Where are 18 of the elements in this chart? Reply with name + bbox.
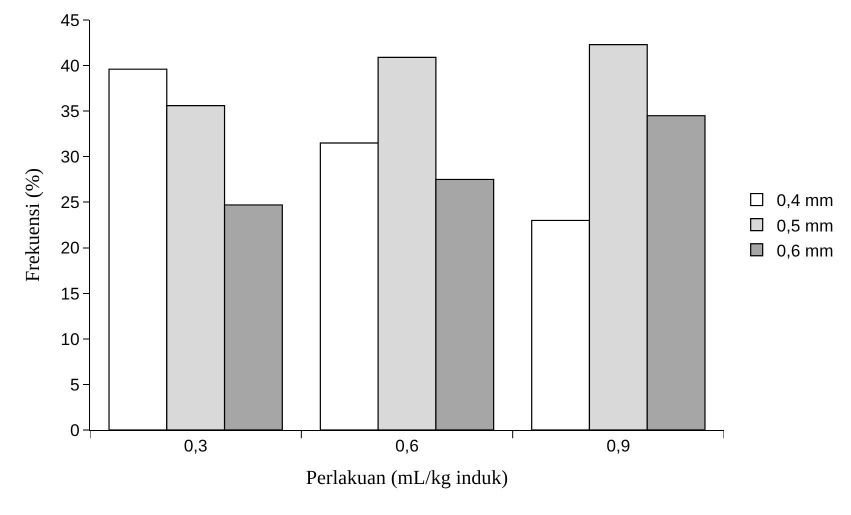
- y-tick-label: 0: [70, 420, 80, 440]
- y-axis-title: Frekuensi (%): [22, 168, 44, 282]
- y-tick-label: 20: [60, 238, 80, 258]
- y-tick-label: 40: [60, 56, 80, 76]
- x-tick-label: 0,3: [184, 436, 208, 456]
- y-tick-label: 10: [60, 330, 80, 349]
- legend-label: 0,5 mm: [776, 216, 834, 236]
- x-tick-label: 0,9: [606, 436, 630, 456]
- x-tick-label: 0,6: [395, 436, 419, 456]
- y-tick-label: 35: [60, 102, 80, 122]
- legend-label: 0,6 mm: [776, 241, 834, 260]
- legend-label: 0,4 mm: [776, 191, 834, 210]
- y-tick-label: 5: [70, 375, 80, 394]
- y-tick-label: 45: [60, 10, 80, 30]
- y-tick-label: 30: [60, 148, 80, 167]
- y-tick-label: 25: [60, 193, 80, 212]
- y-tick-label: 15: [60, 284, 80, 304]
- x-axis-title: Perlakuan (mL/kg induk): [306, 466, 508, 489]
